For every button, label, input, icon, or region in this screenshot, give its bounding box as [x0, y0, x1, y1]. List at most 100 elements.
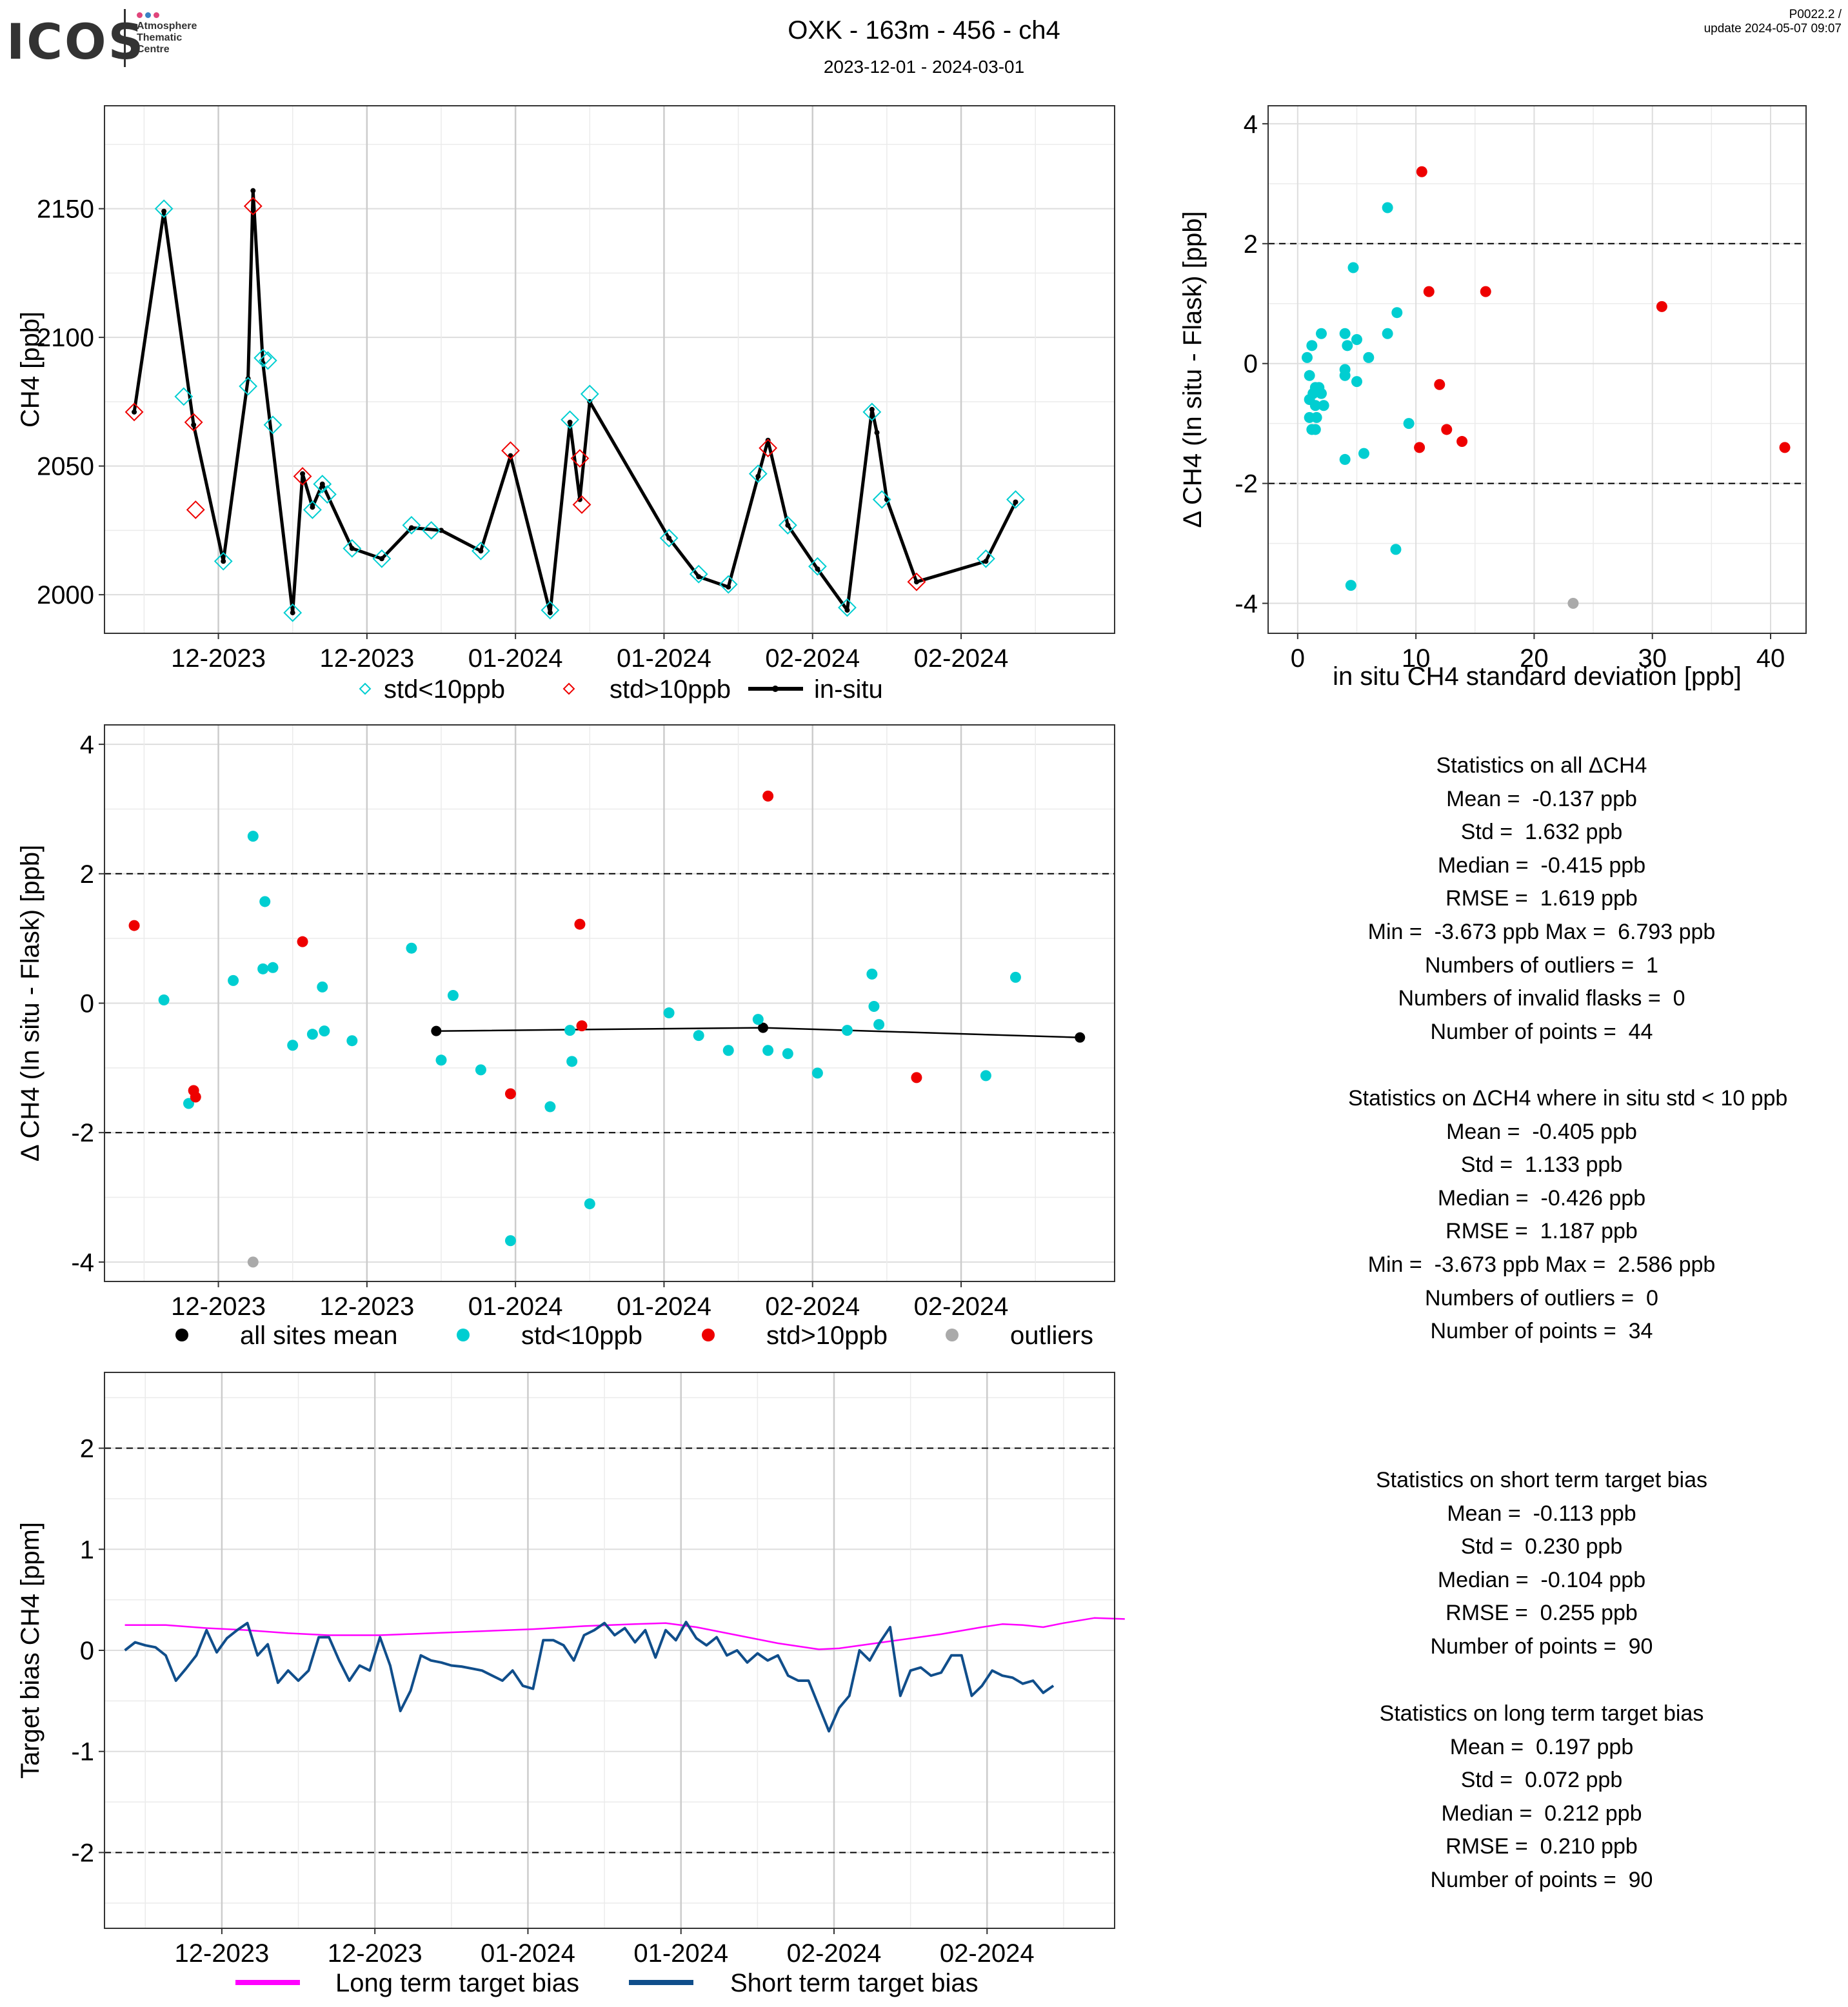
flask-low-marker [1006, 490, 1025, 509]
logo-subtitle: Atmosphere Thematic Centre [137, 21, 197, 55]
flask-high-marker [186, 500, 205, 519]
flask-high-marker [759, 439, 778, 458]
bias-y-tick-label: 1 [80, 1536, 94, 1564]
bias-y-axis-label: Target bias CH4 [ppm] [16, 1522, 45, 1779]
scatter-std-low-point [1318, 400, 1329, 411]
insitu-point [785, 522, 791, 528]
delta-std-low-point [183, 1098, 194, 1109]
insitu-point [913, 579, 919, 585]
flask-low-marker [402, 515, 421, 535]
delta-std-low-point [866, 968, 878, 980]
insitu-point [191, 422, 197, 428]
scatter-x-axis-label: in situ CH4 standard deviation [ppb] [1333, 662, 1742, 691]
delta-std-low-point [267, 962, 279, 973]
delta-std-low-point [504, 1235, 516, 1247]
flask-low-marker [748, 464, 768, 484]
delta-outlier-point [247, 1256, 259, 1268]
flask-low-marker [689, 564, 708, 584]
bias-x-tick-label: 02-2024 [940, 1939, 1035, 1968]
scatter-std-low-point [1309, 424, 1321, 435]
scatter-x-tick-label: 10 [1402, 644, 1431, 673]
delta-std-low-point [722, 1045, 734, 1056]
scatter-std-low-point [1311, 411, 1322, 423]
scatter-y-tick-label: -2 [1235, 470, 1258, 499]
flask-low-marker [976, 549, 995, 568]
scatter-y-tick-label: 4 [1244, 110, 1258, 139]
delta-std-low-point [406, 942, 417, 954]
scatter-std-low-point [1339, 370, 1351, 381]
insitu-point [439, 528, 444, 533]
insitu-point [221, 559, 226, 564]
stats-heading: Statistics on short term target bias [1376, 1468, 1707, 1492]
scatter-std-low-point [1391, 307, 1403, 319]
scatter-std-high-point [1779, 442, 1791, 453]
stats-line: Number of points = 34 [1430, 1319, 1653, 1344]
delta-y-tick-label: 0 [80, 990, 94, 1018]
delta-std-low-point [259, 896, 271, 907]
scatter-std-low-point [1351, 334, 1362, 346]
insitu-point [310, 504, 315, 510]
delta-x-tick-label: 02-2024 [914, 1292, 1009, 1321]
legend-std-low-label: std<10ppb [521, 1321, 642, 1350]
stats-line: Std = 0.072 ppb [1460, 1768, 1623, 1793]
insitu-point [250, 188, 256, 193]
scatter-std-low-point [1345, 580, 1356, 591]
flask-low-marker [719, 575, 738, 594]
ts-x-tick-label: 01-2024 [468, 644, 563, 673]
flask-high-marker [293, 467, 312, 486]
flask-low-marker [313, 475, 332, 493]
flask-low-marker [303, 500, 322, 519]
stats-heading: Statistics on ΔCH4 where in situ std < 1… [1348, 1086, 1788, 1111]
insitu-point [755, 473, 761, 479]
stats-line: RMSE = 1.187 ppb [1446, 1219, 1638, 1244]
scatter-std-low-point [1347, 262, 1359, 273]
stats-line: Std = 0.230 ppb [1460, 1534, 1623, 1559]
update-info: P0022.2 / update 2024-05-07 09:07 [1704, 8, 1842, 36]
delta-std-low-point [564, 1025, 576, 1036]
scatter-std-low-point [1390, 544, 1402, 555]
scatter-std-low-point [1351, 376, 1362, 388]
insitu-point [290, 610, 295, 616]
delta-std-low-point [584, 1198, 595, 1210]
stats-line: Number of points = 44 [1430, 1019, 1653, 1044]
delta-y-tick-label: -2 [71, 1119, 94, 1147]
scatter-x-tick-label: 0 [1291, 644, 1305, 673]
delta-std-low-point [475, 1064, 486, 1076]
delta-x-tick-label: 12-2023 [171, 1292, 266, 1321]
insitu-point [379, 556, 384, 562]
delta-std-low-point [782, 1048, 793, 1060]
all-sites-mean-point [431, 1025, 442, 1036]
delta-std-low-point [693, 1030, 704, 1042]
delta-std-low-point [811, 1067, 823, 1079]
delta-std-low-point [873, 1019, 885, 1031]
delta-std-low-point [287, 1040, 299, 1051]
flask-low-marker [580, 384, 599, 404]
short-term-bias-line [124, 1621, 1055, 1733]
long-term-bias-line [124, 1617, 1125, 1650]
ts-x-tick-label: 02-2024 [765, 644, 860, 673]
stats-long-panel: Statistics on long term target bias Mean… [1348, 1697, 1735, 1897]
scatter-std-low-point [1315, 328, 1327, 339]
delta-std-low-point [868, 1001, 880, 1013]
scatter-y-tick-label: 2 [1244, 230, 1258, 259]
all-sites-mean-point [1075, 1032, 1086, 1043]
stats-heading: Statistics on all ΔCH4 [1436, 753, 1647, 778]
delta-plot-border [104, 724, 1115, 1282]
delta-std-low-point [980, 1070, 991, 1082]
stats-all-panel: Statistics on all ΔCH4 Mean = -0.137 ppb… [1348, 749, 1735, 1049]
insitu-point [349, 546, 355, 551]
flask-low-marker [263, 415, 283, 435]
stats-heading: Statistics on long term target bias [1379, 1701, 1704, 1726]
scatter-std-high-point [1414, 442, 1426, 453]
update-timestamp: update 2024-05-07 09:07 [1704, 22, 1842, 35]
stats-std10-panel: Statistics on ΔCH4 where in situ std < 1… [1348, 1082, 1788, 1349]
stats-line: Min = -3.673 ppb Max = 6.793 ppb [1367, 919, 1716, 944]
delta-std-low-point [841, 1025, 853, 1036]
scatter-x-tick-label: 20 [1520, 644, 1549, 673]
logo-subtitle-line: Atmosphere [137, 21, 197, 32]
scatter-plot-area [1268, 106, 1806, 633]
bias-x-tick-label: 12-2023 [328, 1939, 422, 1968]
scatter-std-low-point [1339, 453, 1351, 465]
delta-y-axis-label: Δ CH4 (In situ - Flask) [ppb] [16, 845, 45, 1162]
flask-high-marker [243, 197, 263, 216]
